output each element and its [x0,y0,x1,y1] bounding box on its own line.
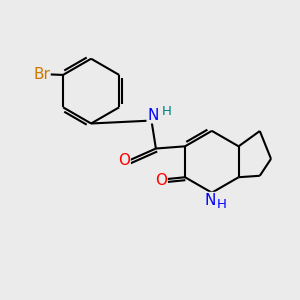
Text: Br: Br [33,67,50,82]
Text: N: N [147,108,159,123]
Text: H: H [217,198,227,211]
Text: O: O [155,173,167,188]
Text: N: N [205,193,216,208]
Text: H: H [161,105,171,118]
Text: O: O [118,153,130,168]
